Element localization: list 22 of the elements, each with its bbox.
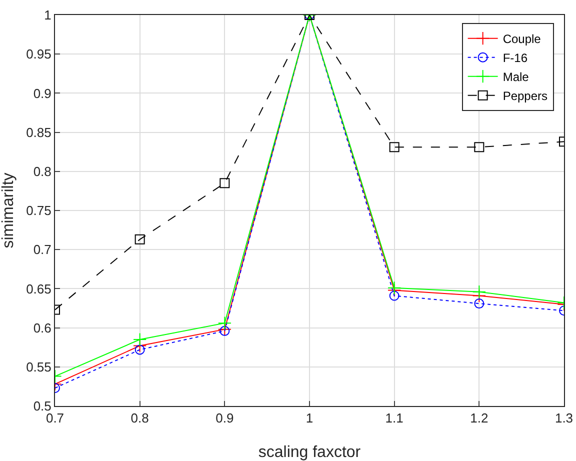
y-tick-label: 0.95: [26, 46, 52, 62]
x-tick-label: 1.1: [385, 410, 404, 426]
y-tick-label: 1: [44, 8, 52, 23]
legend-label: Peppers: [502, 89, 548, 103]
x-tick-label: 0.8: [130, 410, 149, 426]
x-tick-label: 1.3: [554, 410, 574, 426]
x-axis-title: scaling faxctor: [258, 444, 362, 461]
legend-label: Couple: [502, 32, 542, 46]
x-tick-label: 0.9: [216, 410, 234, 426]
x-tick-label: 1.2: [470, 410, 488, 426]
y-tick-label: 0.6: [33, 320, 52, 336]
y-axis-title: simimarilty: [0, 172, 17, 248]
y-tick-label: 0.9: [33, 86, 52, 101]
y-tick-label: 0.65: [26, 281, 52, 296]
legend-label: F-16: [502, 51, 528, 65]
y-tick-label: 0.8: [33, 164, 52, 179]
y-tick-label: 0.75: [26, 203, 52, 218]
y-tick-label: 0.7: [33, 242, 52, 258]
y-tick-label: 0.85: [26, 124, 52, 140]
x-tick-label: 1: [306, 410, 314, 426]
y-tick-label: 0.55: [26, 359, 52, 374]
legend-label: Male: [502, 70, 530, 84]
